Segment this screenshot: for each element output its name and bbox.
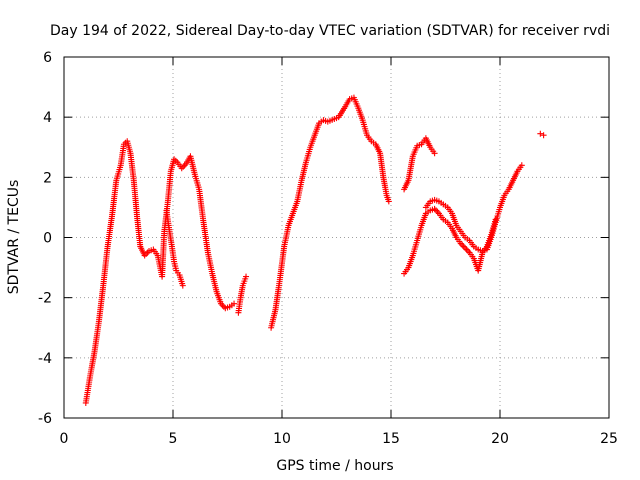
data-point bbox=[433, 207, 440, 214]
y-tick-label: 6 bbox=[43, 50, 52, 66]
x-tick-label: 10 bbox=[273, 431, 291, 447]
data-point bbox=[179, 282, 186, 289]
y-axis-label: SDTVAR / TECUs bbox=[6, 180, 22, 295]
y-tick-label: 0 bbox=[43, 231, 52, 247]
data-points bbox=[82, 94, 547, 406]
data-point bbox=[385, 198, 392, 205]
y-tick-label: 2 bbox=[43, 170, 52, 186]
y-tick-label: 4 bbox=[43, 110, 52, 126]
data-point bbox=[460, 243, 467, 250]
data-point bbox=[465, 248, 472, 255]
data-point bbox=[459, 242, 466, 249]
data-point bbox=[540, 132, 547, 139]
tick-labels: 0 5 10 15 20 25 -6 -4 -2 0 2 4 6 bbox=[38, 50, 618, 447]
x-axis-label: GPS time / hours bbox=[276, 458, 393, 474]
chart-title: Day 194 of 2022, Sidereal Day-to-day VTE… bbox=[50, 23, 610, 39]
data-point bbox=[231, 300, 238, 307]
x-tick-label: 5 bbox=[169, 431, 178, 447]
data-point bbox=[518, 162, 525, 169]
grid-lines bbox=[64, 57, 609, 418]
data-point bbox=[243, 273, 250, 280]
plot-frame bbox=[63, 56, 610, 419]
data-point bbox=[431, 150, 438, 157]
x-tick-label: 15 bbox=[382, 431, 400, 447]
data-point bbox=[462, 245, 469, 252]
x-tick-label: 20 bbox=[491, 431, 509, 447]
x-tick-label: 0 bbox=[60, 431, 69, 447]
data-point bbox=[463, 246, 470, 253]
data-point bbox=[537, 130, 544, 137]
y-tick-label: -6 bbox=[38, 411, 52, 427]
x-tick-label: 25 bbox=[600, 431, 618, 447]
data-point bbox=[220, 303, 227, 310]
y-tick-label: -2 bbox=[38, 291, 52, 307]
y-tick-label: -4 bbox=[38, 351, 52, 367]
